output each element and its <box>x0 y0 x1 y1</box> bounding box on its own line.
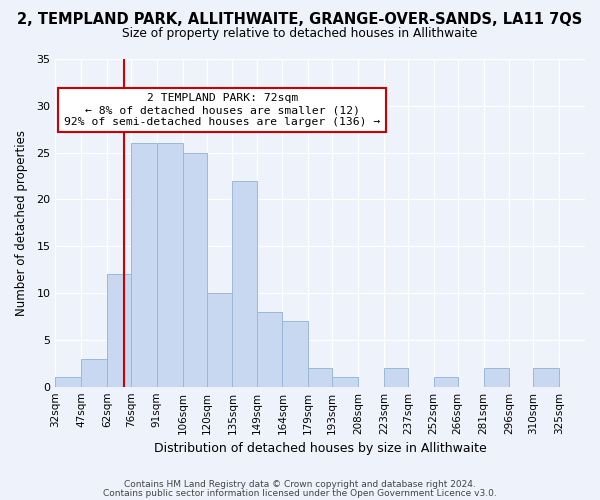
Bar <box>283 321 308 386</box>
Bar <box>434 378 458 386</box>
Bar <box>107 274 131 386</box>
Bar <box>384 368 408 386</box>
Text: Contains HM Land Registry data © Crown copyright and database right 2024.: Contains HM Land Registry data © Crown c… <box>124 480 476 489</box>
Text: 2, TEMPLAND PARK, ALLITHWAITE, GRANGE-OVER-SANDS, LA11 7QS: 2, TEMPLAND PARK, ALLITHWAITE, GRANGE-OV… <box>17 12 583 28</box>
Bar <box>257 312 283 386</box>
Bar <box>232 180 257 386</box>
Y-axis label: Number of detached properties: Number of detached properties <box>15 130 28 316</box>
X-axis label: Distribution of detached houses by size in Allithwaite: Distribution of detached houses by size … <box>154 442 487 455</box>
Bar <box>182 152 206 386</box>
Text: Size of property relative to detached houses in Allithwaite: Size of property relative to detached ho… <box>122 28 478 40</box>
Bar <box>308 368 332 386</box>
Bar <box>206 293 232 386</box>
Bar <box>533 368 559 386</box>
Bar <box>55 378 81 386</box>
Bar <box>157 144 182 386</box>
Bar <box>81 358 107 386</box>
Bar <box>131 144 157 386</box>
Text: Contains public sector information licensed under the Open Government Licence v3: Contains public sector information licen… <box>103 488 497 498</box>
Text: 2 TEMPLAND PARK: 72sqm
← 8% of detached houses are smaller (12)
92% of semi-deta: 2 TEMPLAND PARK: 72sqm ← 8% of detached … <box>64 94 380 126</box>
Bar <box>332 378 358 386</box>
Bar <box>484 368 509 386</box>
